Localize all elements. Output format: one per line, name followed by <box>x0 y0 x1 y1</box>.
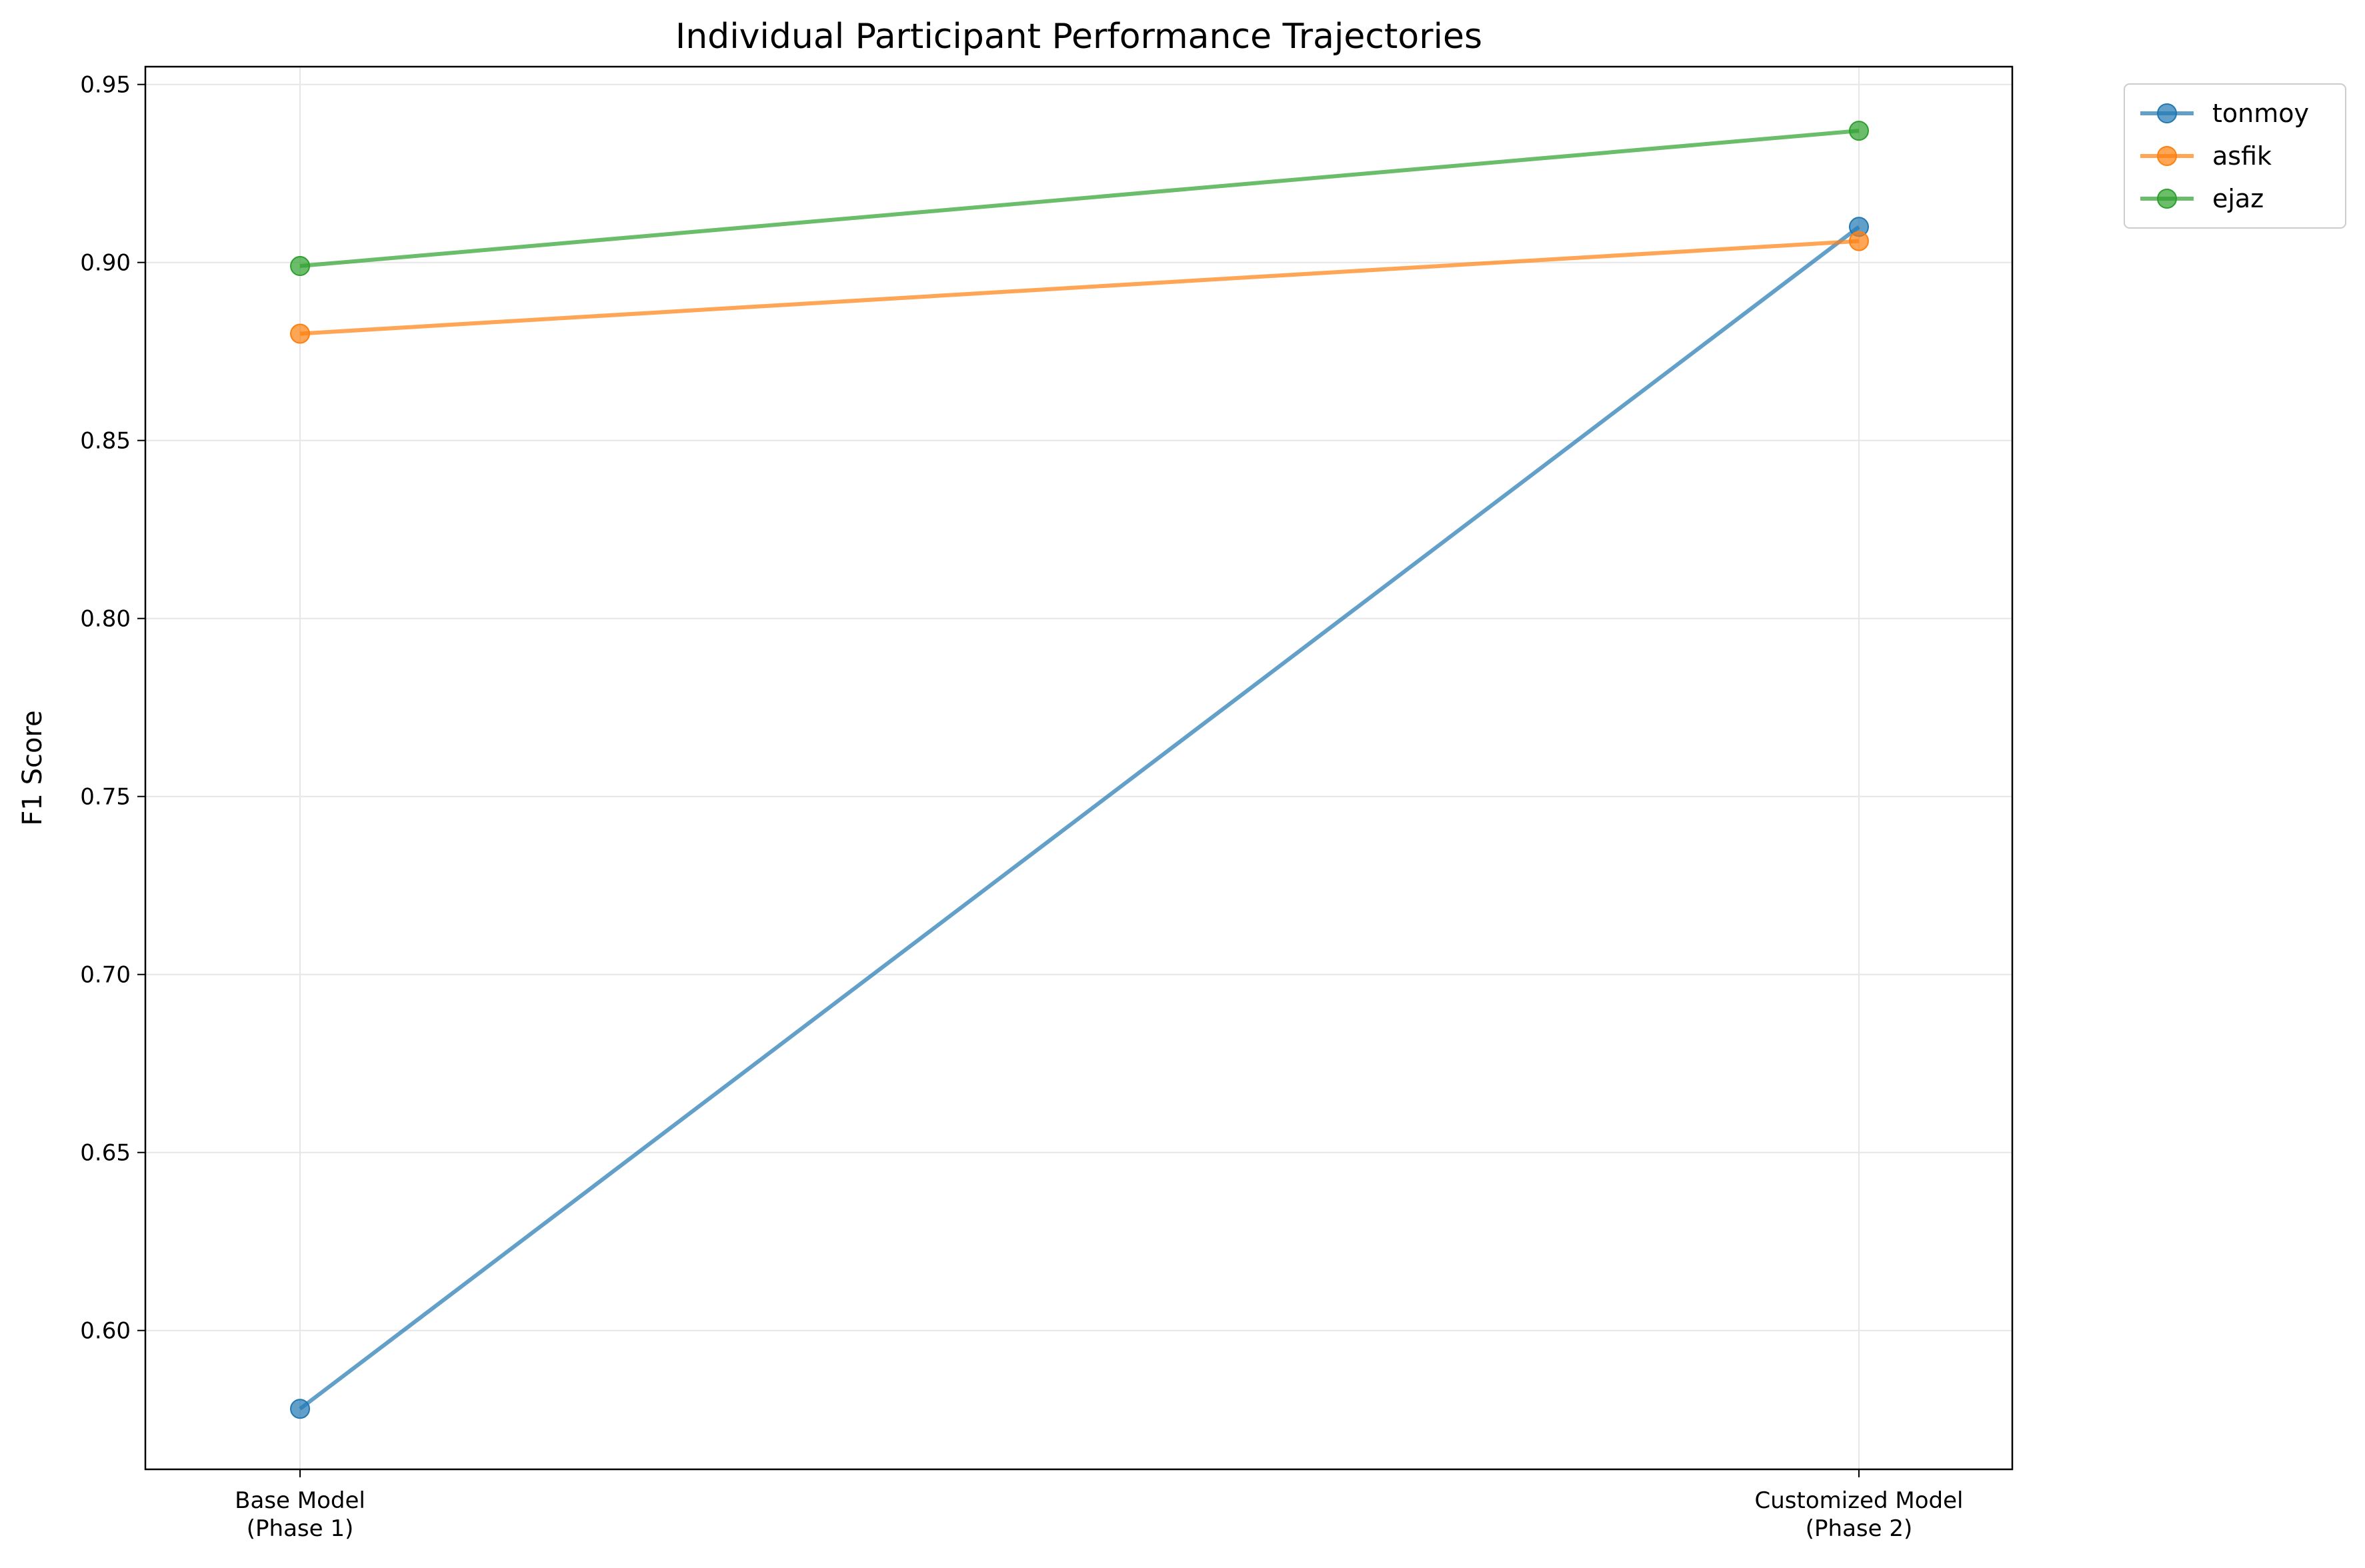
series-tonmoy <box>290 217 1869 1419</box>
data-point <box>1849 231 1869 251</box>
series-ejaz <box>290 121 1869 277</box>
legend-marker <box>2157 146 2177 166</box>
data-point <box>290 323 310 344</box>
ticks: 0.60 0.65 0.70 0.75 0.80 0.85 0.90 0.95 Base Mod… <box>80 72 1963 1542</box>
grid <box>145 67 2012 1469</box>
x-tick-label-line: Base Model <box>235 1487 365 1514</box>
x-tick-label-line: Customized Model <box>1755 1487 1964 1514</box>
y-tick-label: 0.85 <box>80 428 131 455</box>
legend-marker <box>2157 189 2177 209</box>
data-point <box>1849 121 1869 141</box>
legend-label: asfik <box>2212 141 2272 171</box>
series-line <box>299 225 1860 1411</box>
legend-item-ejaz: ejaz <box>2140 184 2264 213</box>
y-tick-label: 0.90 <box>80 250 131 277</box>
y-tick-label: 0.70 <box>80 962 131 989</box>
x-tick-label: Customized Model (Phase 2) <box>1755 1487 1964 1542</box>
y-tick-label: 0.80 <box>80 606 131 633</box>
y-axis-label: F1 Score <box>17 710 48 825</box>
y-tick-label: 0.75 <box>80 784 131 811</box>
chart-title: Individual Participant Performance Traje… <box>675 17 1482 57</box>
y-tick-label: 0.95 <box>80 72 131 99</box>
series-layer <box>290 121 1869 1419</box>
legend-item-tonmoy: tonmoy <box>2140 99 2309 128</box>
data-point <box>290 256 310 277</box>
legend-label: tonmoy <box>2212 99 2309 128</box>
data-point <box>290 1399 310 1419</box>
x-tick-label-line: (Phase 1) <box>247 1515 354 1542</box>
y-tick-label: 0.60 <box>80 1318 131 1345</box>
legend: tonmoy asfik ejaz <box>2124 83 2346 229</box>
legend-item-asfik: asfik <box>2140 141 2272 171</box>
y-tick-label: 0.65 <box>80 1140 131 1167</box>
series-line <box>299 129 1860 269</box>
legend-box <box>2124 83 2346 229</box>
plot-frame <box>144 65 2014 1471</box>
x-tick-label-line: (Phase 2) <box>1806 1515 1913 1542</box>
legend-marker <box>2157 103 2177 123</box>
series-line <box>299 239 1860 336</box>
series-asfik <box>290 231 1869 344</box>
legend-label: ejaz <box>2212 184 2264 213</box>
x-tick-label: Base Model (Phase 1) <box>235 1487 365 1542</box>
